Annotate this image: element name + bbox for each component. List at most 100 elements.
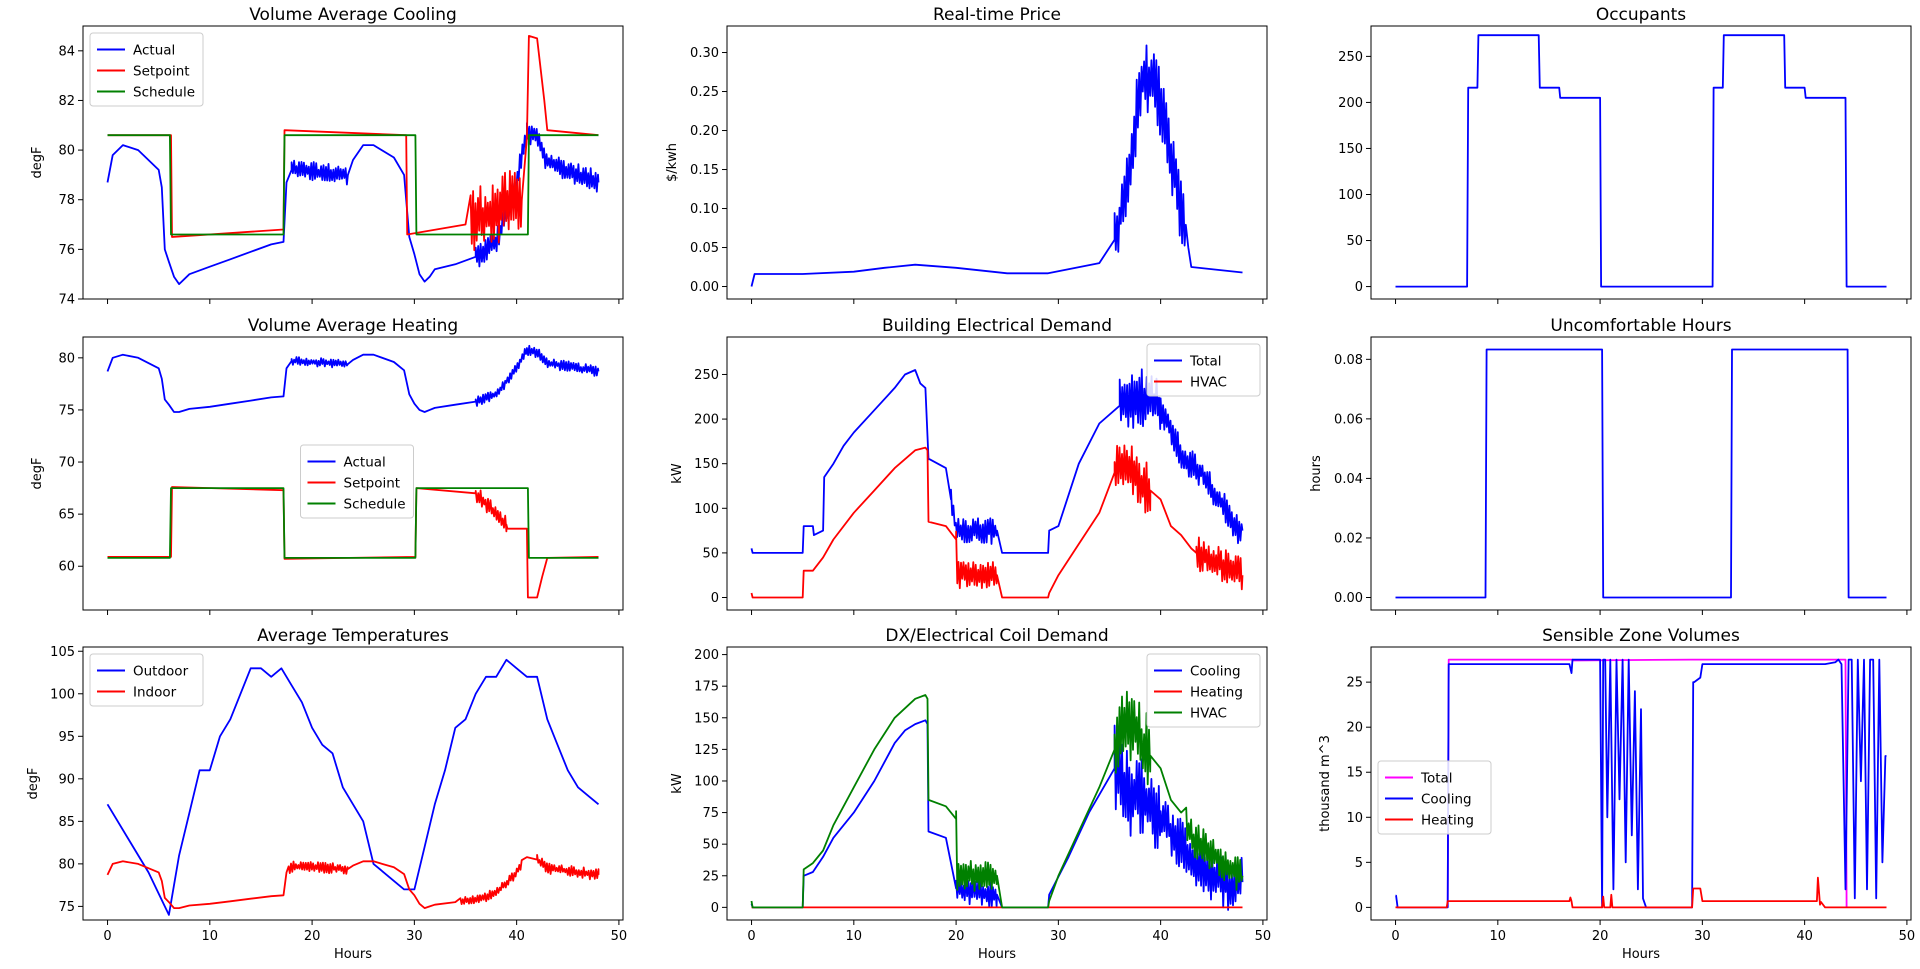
legend: Total Cooling Heating [1377, 760, 1492, 835]
legend: Actual Setpoint Schedule [89, 32, 204, 107]
y-tick-label: 75 [702, 806, 719, 821]
y-tick-label: 0 [711, 591, 719, 606]
y-tick-label: 0.05 [690, 241, 719, 256]
y-tick-label: 10 [1346, 811, 1363, 826]
legend: Cooling Heating HVAC [1146, 653, 1261, 728]
axes-frame [726, 25, 1268, 300]
y-tick-label: 80 [58, 857, 75, 872]
series-group [750, 44, 1243, 287]
axes-frame [1370, 25, 1912, 300]
x-tick-label: 50 [611, 929, 628, 944]
y-tick-label: 50 [1346, 234, 1363, 249]
series-line-hvac [750, 690, 1244, 909]
legend-label: Cooling [1421, 792, 1472, 808]
legend-box [1146, 653, 1261, 728]
legend-label: Cooling [1190, 664, 1241, 680]
y-tick-label: 100 [1338, 188, 1363, 203]
legend-label: Setpoint [133, 64, 190, 80]
axes-frame [1370, 646, 1912, 921]
y-tick-label: 65 [58, 508, 75, 523]
x-tick-label: 0 [103, 929, 111, 944]
legend-label: Schedule [133, 85, 195, 101]
y-tick-label: 82 [58, 94, 75, 109]
series-line-setpoint [107, 486, 599, 599]
y-tick-label: 70 [58, 456, 75, 471]
y-axis-label: degF [26, 768, 41, 800]
x-axis-label: Hours [1622, 947, 1660, 962]
y-tick-label: 0.00 [1334, 591, 1363, 606]
series-line-setpoint [107, 35, 599, 252]
x-tick-label: 10 [202, 929, 219, 944]
series-line-data [750, 44, 1243, 287]
axes-frame [1370, 336, 1912, 611]
y-axis-label: kW [670, 773, 685, 794]
x-tick-label: 20 [948, 929, 965, 944]
series-line-outdoor [106, 658, 600, 916]
series-group [106, 344, 600, 599]
series-group [106, 35, 600, 285]
subplot-8: DX/Electrical Coil Demand 0 10 20 30 40 50 0 25 5… [670, 626, 1271, 962]
subplot-9: Sensible Zone Volumes 0 10 20 30 40 50 0 5 10 15 20… [1318, 626, 1915, 962]
y-tick-label: 78 [58, 193, 75, 208]
y-tick-label: 0 [1355, 280, 1363, 295]
y-tick-label: 76 [58, 243, 75, 258]
y-tick-label: 0 [1355, 901, 1363, 916]
y-tick-label: 0.06 [1334, 412, 1363, 427]
legend-box [89, 32, 204, 107]
chart-title: Volume Average Cooling [249, 5, 457, 25]
y-tick-label: 80 [58, 351, 75, 366]
legend-label: Setpoint [344, 476, 401, 492]
legend: Outdoor Indoor [89, 653, 204, 707]
series-line-data [1395, 34, 1887, 288]
y-tick-label: 125 [694, 743, 719, 758]
chart-title: Uncomfortable Hours [1550, 316, 1731, 336]
y-axis-label: thousand m^3 [1318, 735, 1333, 832]
y-tick-label: 0.25 [690, 85, 719, 100]
y-tick-label: 200 [694, 648, 719, 663]
series-line-cooling [1395, 658, 1887, 909]
series-line-hvac [750, 444, 1244, 599]
series-group [750, 368, 1244, 599]
y-tick-label: 85 [58, 815, 75, 830]
chart-title: Average Temperatures [257, 626, 449, 646]
x-tick-label: 0 [1391, 929, 1399, 944]
subplot-6: Uncomfortable Hours 0.00 0.02 0.04 0.06 0.08 h… [1309, 316, 1912, 615]
legend-label: HVAC [1190, 375, 1227, 391]
x-tick-label: 50 [1255, 929, 1272, 944]
y-tick-label: 0.15 [690, 163, 719, 178]
y-axis-label: degF [30, 458, 45, 490]
legend-box [89, 653, 204, 707]
y-tick-label: 80 [58, 144, 75, 159]
series-line-total [1446, 658, 1848, 908]
x-tick-label: 40 [1796, 929, 1813, 944]
x-tick-label: 10 [1490, 929, 1507, 944]
series-line-actual [106, 122, 600, 285]
series-line-schedule [107, 487, 599, 559]
y-tick-label: 0.30 [690, 46, 719, 61]
legend-label: Heating [1421, 813, 1474, 829]
y-axis-label: $/kwh [665, 143, 680, 182]
y-tick-label: 250 [694, 368, 719, 383]
y-tick-label: 25 [1346, 676, 1363, 691]
y-tick-label: 200 [1338, 96, 1363, 111]
chart-title: Volume Average Heating [248, 316, 458, 336]
x-tick-label: 20 [304, 929, 321, 944]
x-tick-label: 20 [1592, 929, 1609, 944]
legend-label: HVAC [1190, 706, 1227, 722]
series-line-data [1395, 348, 1887, 599]
x-tick-label: 0 [747, 929, 755, 944]
y-axis-label: degF [30, 147, 45, 179]
y-tick-label: 175 [694, 680, 719, 695]
y-tick-label: 84 [58, 44, 75, 59]
chart-title: DX/Electrical Coil Demand [885, 626, 1108, 646]
y-tick-label: 0.04 [1334, 472, 1363, 487]
x-tick-label: 40 [508, 929, 525, 944]
y-tick-label: 150 [1338, 142, 1363, 157]
legend-label: Outdoor [133, 664, 189, 680]
series-group [1395, 348, 1887, 599]
y-tick-label: 0.08 [1334, 353, 1363, 368]
y-tick-label: 50 [702, 838, 719, 853]
y-tick-label: 75 [58, 403, 75, 418]
legend-box [1146, 343, 1261, 397]
y-tick-label: 150 [694, 457, 719, 472]
